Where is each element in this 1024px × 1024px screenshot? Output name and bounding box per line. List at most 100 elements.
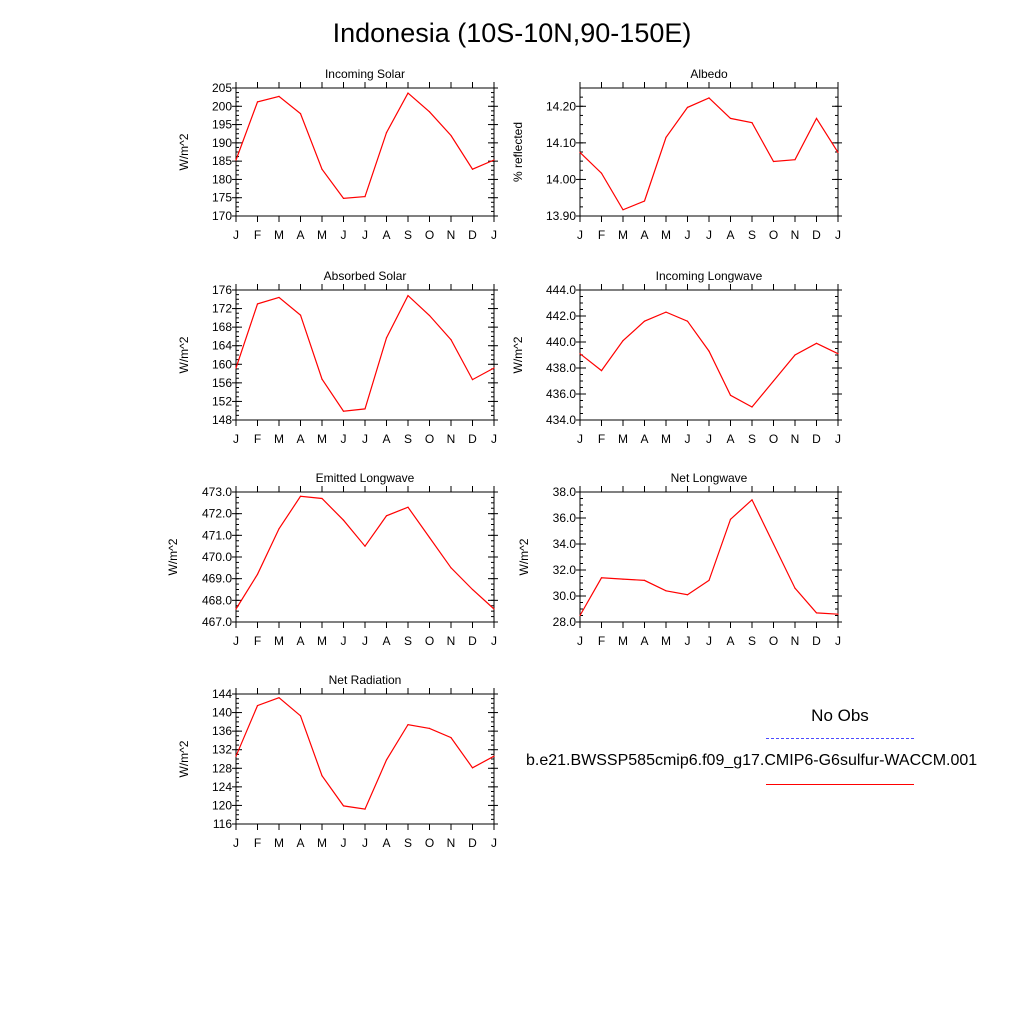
y-tick-label: 156: [212, 376, 232, 390]
page-title: Indonesia (10S-10N,90-150E): [332, 18, 692, 48]
x-tick-label: F: [598, 634, 605, 648]
x-tick-label: S: [748, 432, 756, 446]
y-tick-label: 469.0: [202, 572, 232, 586]
x-tick-label: M: [618, 432, 628, 446]
data-point: [751, 406, 753, 408]
data-point: [385, 515, 388, 517]
data-point: [299, 495, 302, 497]
data-point: [342, 410, 345, 412]
x-tick-label: J: [706, 634, 712, 648]
data-point: [342, 197, 345, 200]
x-tick-label: J: [706, 228, 712, 242]
y-tick-label: 436.0: [546, 387, 576, 401]
data-point: [686, 594, 689, 596]
data-point: [665, 311, 667, 313]
y-tick-label: 440.0: [546, 335, 576, 349]
y-tick-label: 467.0: [202, 615, 232, 629]
series-line: [235, 92, 495, 200]
x-tick-label: A: [640, 432, 648, 446]
data-point: [794, 354, 796, 356]
data-point: [278, 95, 280, 98]
x-tick-label: F: [254, 836, 261, 850]
x-tick-label: M: [661, 432, 671, 446]
x-tick-label: J: [685, 228, 691, 242]
data-point: [471, 767, 474, 769]
x-tick-label: J: [835, 228, 841, 242]
data-point: [428, 536, 431, 539]
data-point: [622, 209, 624, 211]
data-point: [278, 697, 280, 699]
data-point: [729, 518, 732, 520]
chart-title: Incoming Solar: [325, 67, 405, 81]
data-point: [815, 612, 818, 614]
x-tick-label: M: [661, 634, 671, 648]
x-tick-label: O: [425, 228, 434, 242]
data-point: [299, 314, 302, 316]
x-tick-label: J: [341, 634, 347, 648]
data-point: [235, 159, 237, 161]
x-tick-label: M: [274, 228, 284, 242]
x-tick-label: A: [382, 228, 390, 242]
data-point: [794, 587, 796, 589]
x-tick-label: M: [661, 228, 671, 242]
x-tick-label: N: [791, 432, 800, 446]
y-tick-label: 472.0: [202, 507, 232, 521]
x-tick-label: A: [640, 634, 648, 648]
data-point: [837, 353, 839, 355]
data-point: [428, 314, 431, 317]
data-point: [708, 350, 710, 352]
data-point: [278, 528, 280, 530]
x-tick-label: N: [447, 432, 456, 446]
data-point: [428, 727, 431, 729]
x-tick-label: M: [274, 836, 284, 850]
data-point: [256, 101, 259, 103]
x-tick-label: J: [491, 836, 497, 850]
data-point: [471, 588, 474, 591]
legend-model-swatch: [766, 784, 914, 785]
y-tick-label: 14.00: [546, 172, 576, 186]
data-point: [235, 367, 237, 369]
y-tick-label: 180: [212, 172, 232, 186]
x-tick-label: A: [382, 836, 390, 850]
y-tick-label: 148: [212, 413, 232, 427]
data-point: [256, 303, 259, 305]
y-tick-label: 32.0: [553, 563, 577, 577]
x-tick-label: A: [726, 634, 734, 648]
y-tick-label: 185: [212, 154, 232, 168]
data-point: [364, 408, 366, 410]
y-tick-label: 132: [212, 743, 232, 757]
chart-title: Incoming Longwave: [656, 269, 763, 283]
data-point: [364, 545, 366, 547]
x-tick-label: A: [640, 228, 648, 242]
data-point: [342, 519, 345, 521]
data-point: [579, 151, 581, 153]
data-point: [815, 342, 818, 344]
data-point: [321, 168, 323, 170]
x-tick-label: S: [404, 432, 412, 446]
series-line: [235, 697, 495, 810]
data-point: [471, 168, 474, 170]
data-point: [256, 573, 259, 575]
x-tick-label: J: [577, 228, 583, 242]
x-tick-label: J: [835, 634, 841, 648]
data-point: [579, 614, 581, 617]
y-axis-label: W/m^2: [177, 740, 191, 777]
x-tick-label: S: [404, 634, 412, 648]
x-tick-label: D: [812, 634, 821, 648]
x-tick-label: J: [233, 432, 239, 446]
plot-frame: [579, 491, 839, 623]
y-tick-label: 120: [212, 798, 232, 812]
x-tick-label: F: [254, 228, 261, 242]
data-point: [407, 92, 409, 94]
y-axis-label: % reflected: [511, 122, 525, 182]
x-tick-label: D: [468, 836, 477, 850]
data-point: [600, 370, 603, 372]
data-point: [299, 715, 302, 717]
y-axis-label: W/m^2: [177, 133, 191, 170]
